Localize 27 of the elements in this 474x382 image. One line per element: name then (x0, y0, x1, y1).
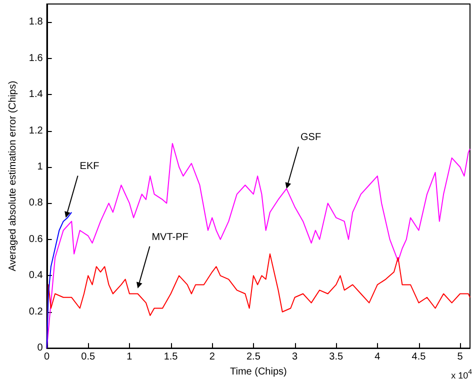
x-tick-label: 4 (374, 352, 381, 363)
y-tick-label: 0.6 (28, 234, 44, 245)
y-tick-label: 0.2 (28, 306, 44, 318)
annotation: GSF (300, 132, 322, 144)
y-tick-label: 1.4 (28, 89, 44, 100)
y-tick-label: 1.6 (28, 52, 44, 64)
x-tick-label: 1 (126, 352, 133, 363)
annotation: MVT-PF (152, 232, 188, 243)
y-tick-label: 1.2 (28, 125, 44, 136)
x-tick-label: 1.5 (164, 352, 178, 363)
y-tick-label: 0.4 (28, 270, 44, 282)
x-tick-label: 4.5 (412, 352, 426, 363)
y-axis-title: Averaged absolute estimation error (Chips) (8, 80, 18, 272)
y-tick-label: 0.8 (28, 198, 44, 209)
line-series (46, 212, 72, 349)
x-tick-label: 3 (292, 352, 298, 363)
x-tick-label: 2 (209, 352, 216, 363)
y-tick-label: 1 (37, 161, 44, 172)
x-tick-label: 2.5 (246, 352, 261, 363)
x-tick-label: 0.5 (81, 352, 96, 363)
annotation: EKF (80, 161, 100, 172)
x-tick-label: 5 (457, 352, 464, 363)
x-axis-title: Time (Chips) (230, 366, 287, 378)
x-tick-label: 3.5 (329, 352, 344, 363)
x-tick-label: 0 (44, 352, 50, 363)
y-tick-label: 1.8 (28, 16, 44, 28)
y-tick-label: 0 (37, 342, 44, 354)
